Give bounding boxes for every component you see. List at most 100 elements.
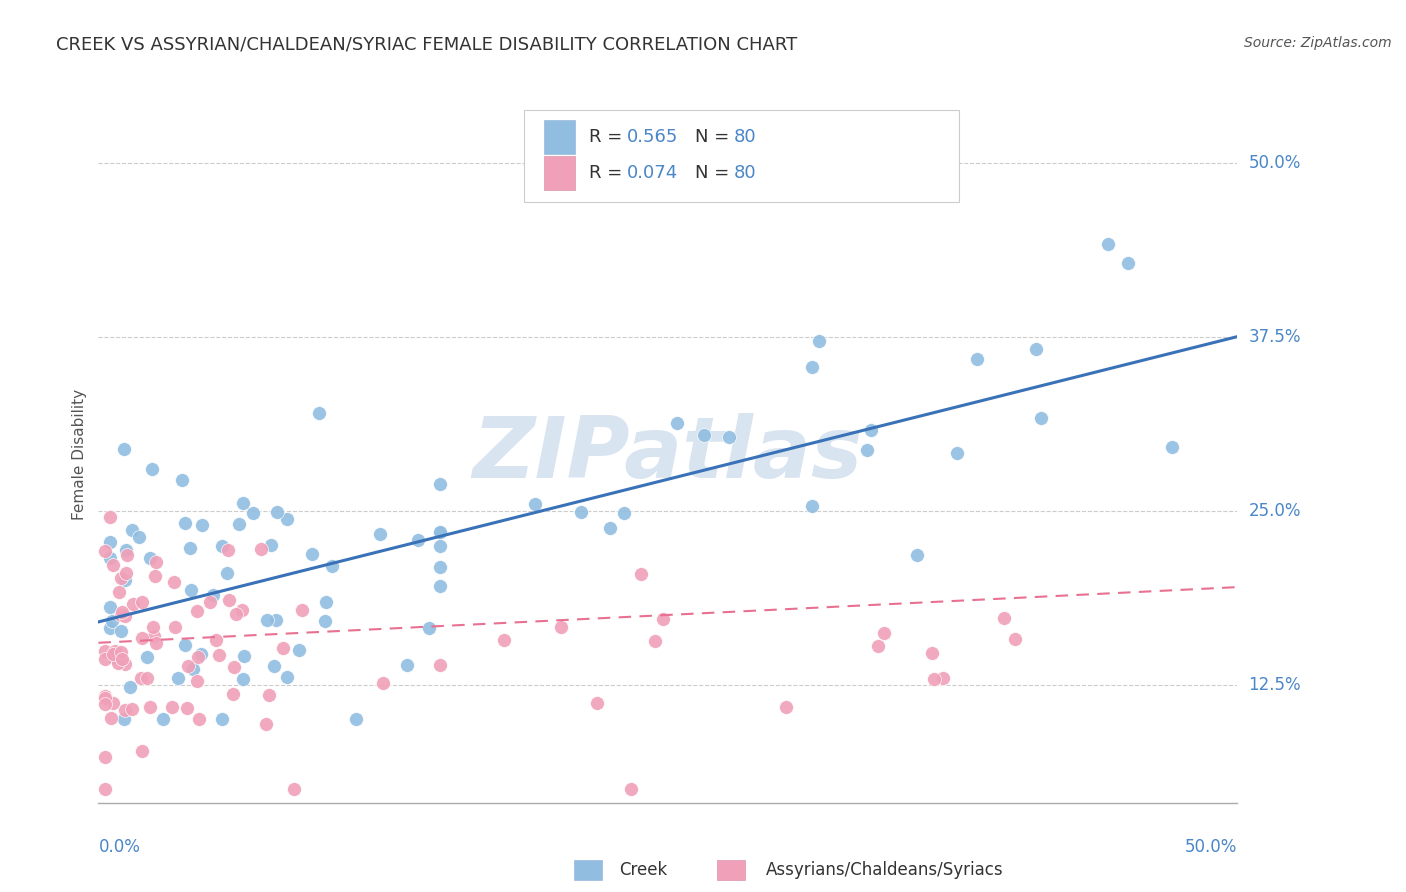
Point: [101, 558, 124, 572]
Text: Source: ZipAtlas.com: Source: ZipAtlas.com: [1244, 36, 1392, 50]
Point: [98, 535, 121, 549]
Point: [108, 585, 131, 599]
Point: [263, 659, 285, 673]
Point: [429, 658, 451, 673]
Point: [94, 544, 117, 558]
Point: [308, 406, 330, 420]
Point: [946, 446, 969, 460]
Point: [429, 476, 451, 491]
Point: [208, 648, 231, 662]
Point: [94, 644, 117, 658]
Point: [225, 607, 247, 622]
Point: [1116, 256, 1139, 270]
Point: [135, 650, 157, 665]
Text: N =: N =: [695, 164, 734, 182]
Point: [118, 680, 141, 694]
Point: [1029, 410, 1052, 425]
Point: [152, 712, 174, 726]
Point: [620, 781, 643, 796]
Point: [191, 517, 214, 532]
Point: [232, 496, 254, 510]
Text: R =: R =: [589, 164, 628, 182]
Point: [1160, 440, 1182, 454]
Point: [112, 442, 135, 457]
Text: 0.074: 0.074: [627, 164, 678, 182]
Point: [228, 517, 250, 532]
Point: [644, 634, 666, 648]
Y-axis label: Female Disability: Female Disability: [72, 389, 87, 521]
Point: [110, 608, 132, 623]
Point: [222, 687, 245, 701]
Point: [429, 525, 451, 540]
Point: [232, 672, 254, 686]
Point: [523, 497, 546, 511]
Point: [586, 696, 609, 710]
Point: [775, 700, 797, 714]
Point: [103, 649, 125, 664]
Point: [143, 629, 166, 643]
Point: [266, 505, 288, 519]
Point: [131, 631, 153, 645]
Point: [215, 566, 238, 580]
Point: [666, 416, 689, 430]
Point: [98, 621, 121, 635]
Point: [291, 602, 314, 616]
Point: [271, 640, 294, 655]
Point: [287, 643, 309, 657]
Point: [181, 662, 204, 676]
Text: ZIPatlas: ZIPatlas: [472, 413, 863, 497]
Text: Assyrians/Chaldeans/Syriacs: Assyrians/Chaldeans/Syriacs: [766, 861, 1004, 879]
Point: [301, 547, 323, 561]
Point: [143, 569, 166, 583]
Point: [163, 575, 186, 590]
Point: [599, 520, 621, 534]
Point: [139, 700, 162, 714]
Point: [110, 624, 132, 639]
Point: [314, 614, 336, 628]
Point: [931, 671, 953, 685]
Point: [115, 548, 138, 562]
Point: [613, 506, 636, 520]
Point: [693, 428, 716, 442]
Point: [114, 573, 136, 587]
Text: 0.565: 0.565: [627, 128, 679, 146]
Text: N =: N =: [695, 128, 734, 146]
Point: [283, 781, 305, 796]
Point: [186, 673, 208, 688]
Point: [187, 712, 209, 726]
Point: [801, 360, 824, 375]
Point: [224, 660, 246, 674]
Point: [866, 639, 889, 653]
Point: [429, 579, 451, 593]
Point: [111, 652, 134, 666]
Point: [101, 614, 124, 628]
Point: [418, 621, 440, 635]
Point: [114, 657, 136, 671]
Point: [94, 691, 117, 706]
Point: [166, 672, 188, 686]
Text: R =: R =: [589, 128, 628, 146]
Point: [98, 509, 121, 524]
Point: [176, 701, 198, 715]
Point: [129, 671, 152, 685]
Point: [717, 430, 740, 444]
Point: [141, 462, 163, 476]
Point: [231, 603, 253, 617]
Point: [652, 612, 675, 626]
Point: [233, 648, 256, 663]
Point: [256, 613, 278, 627]
Point: [198, 595, 221, 609]
Point: [180, 582, 202, 597]
Point: [94, 651, 117, 665]
Point: [114, 608, 136, 623]
Text: 37.5%: 37.5%: [1249, 327, 1301, 345]
Point: [110, 645, 132, 659]
Point: [860, 423, 883, 437]
Point: [993, 611, 1015, 625]
Point: [630, 566, 652, 581]
Point: [177, 658, 200, 673]
Point: [856, 443, 879, 458]
Point: [173, 516, 195, 530]
Point: [368, 527, 391, 541]
Point: [98, 600, 121, 615]
